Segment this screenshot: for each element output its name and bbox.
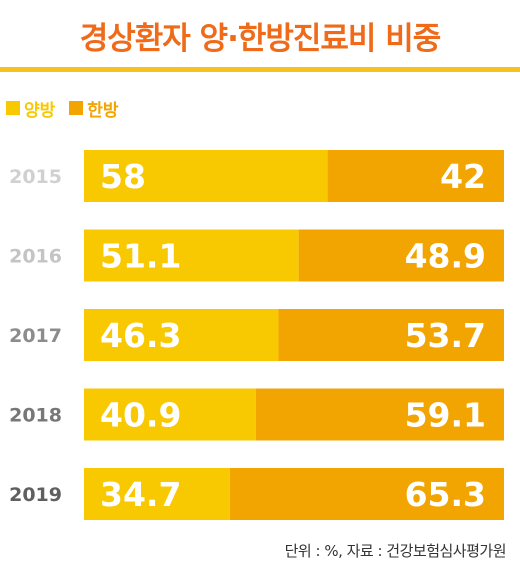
value-label-western-2019: 34.7 xyxy=(100,475,181,514)
bar-western-2018 xyxy=(84,388,256,441)
title-band: 경상환자 양·한방진료비 비중 xyxy=(0,0,520,70)
value-label-western-2017: 46.3 xyxy=(100,316,181,355)
legend-swatch-western xyxy=(6,101,20,115)
value-label-korean-2016: 48.9 xyxy=(405,237,486,276)
bar-korean-2019 xyxy=(229,468,505,520)
legend-item-western: 양방 xyxy=(6,96,55,121)
year-label-2018: 2018 xyxy=(9,405,62,427)
bar-korean-2015 xyxy=(327,150,504,202)
title-underline xyxy=(0,67,520,72)
value-label-korean-2017: 53.7 xyxy=(405,316,486,355)
legend-label-korean: 한방 xyxy=(87,100,119,121)
value-label-western-2016: 51.1 xyxy=(100,237,181,276)
value-label-korean-2019: 65.3 xyxy=(405,475,486,514)
value-label-western-2018: 40.9 xyxy=(100,396,181,435)
legend-label-western: 양방 xyxy=(24,100,56,121)
value-label-korean-2015: 42 xyxy=(440,157,486,196)
year-label-2017: 2017 xyxy=(9,325,62,347)
bar-korean-2017 xyxy=(278,309,504,361)
source-note: 단위 : %, 자료 : 건강보험심사평가원 xyxy=(284,542,507,560)
value-label-korean-2018: 59.1 xyxy=(405,396,486,435)
year-label-2019: 2019 xyxy=(9,484,62,506)
bar-korean-2018 xyxy=(255,388,504,441)
legend-swatch-korean xyxy=(69,101,84,115)
year-label-2015: 2015 xyxy=(9,166,62,188)
legend: 양방 한방 xyxy=(6,96,119,121)
year-label-2016: 2016 xyxy=(9,246,62,268)
chart-title: 경상환자 양·한방진료비 비중 xyxy=(79,20,442,57)
legend-item-korean: 한방 xyxy=(69,96,119,121)
bar-western-2019 xyxy=(84,468,230,520)
bar-korean-2016 xyxy=(298,229,504,282)
value-label-western-2015: 58 xyxy=(100,157,146,196)
bar-western-2015 xyxy=(84,150,328,202)
bar-western-2017 xyxy=(84,309,279,361)
stacked-bar-chart: 2015 58 42 2016 51.1 48.9 2017 46.3 53.7 2018 40.9… xyxy=(9,150,505,520)
bar-western-2016 xyxy=(84,229,299,282)
